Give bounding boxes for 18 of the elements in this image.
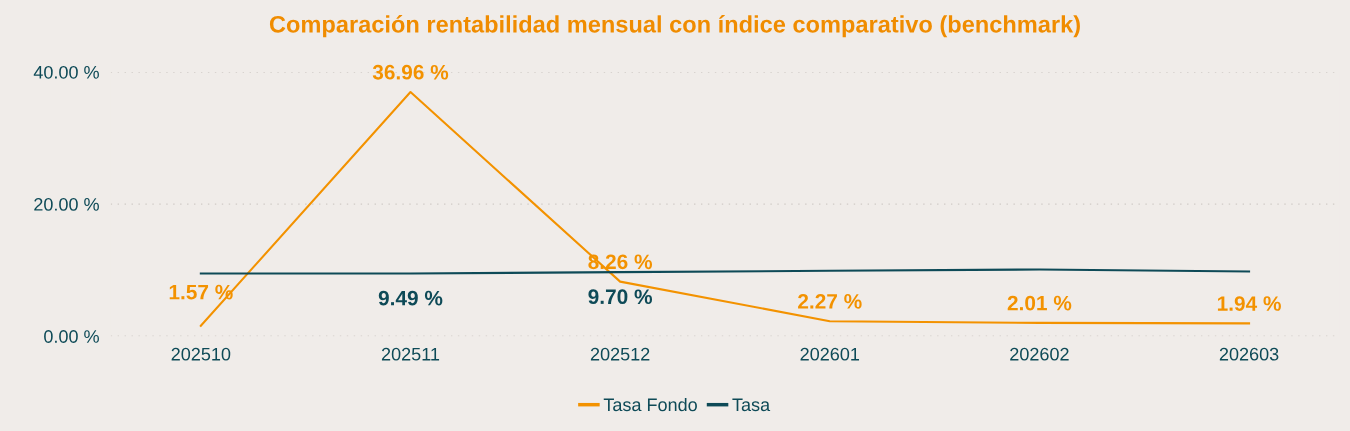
- x-tick-label: 202602: [1010, 347, 1069, 361]
- x-tick-label: 202601: [800, 347, 860, 361]
- y-tick-label: 40.00 %: [33, 65, 99, 79]
- data-label: 2.27 %: [798, 293, 862, 309]
- x-tick-label: 202510: [171, 347, 231, 361]
- data-label: 9.49 %: [378, 290, 443, 306]
- legend-label: Tasa: [732, 398, 771, 412]
- x-tick-label: 202511: [381, 347, 440, 361]
- x-tick-label: 202603: [1219, 347, 1279, 361]
- chart-title: Comparación rentabilidad mensual con índice comparativo (benchmark): [269, 15, 1080, 38]
- x-tick-label: 202512: [590, 347, 650, 361]
- data-label: 9.70 %: [588, 289, 653, 305]
- y-tick-label: 0.00 %: [44, 330, 99, 343]
- y-tick-label: 20.00 %: [34, 198, 99, 211]
- data-label: 2.01 %: [1007, 295, 1072, 311]
- data-label: 1.94 %: [1217, 296, 1281, 311]
- legend-label: Tasa Fondo: [603, 397, 697, 412]
- data-label: 36.96 %: [372, 64, 449, 80]
